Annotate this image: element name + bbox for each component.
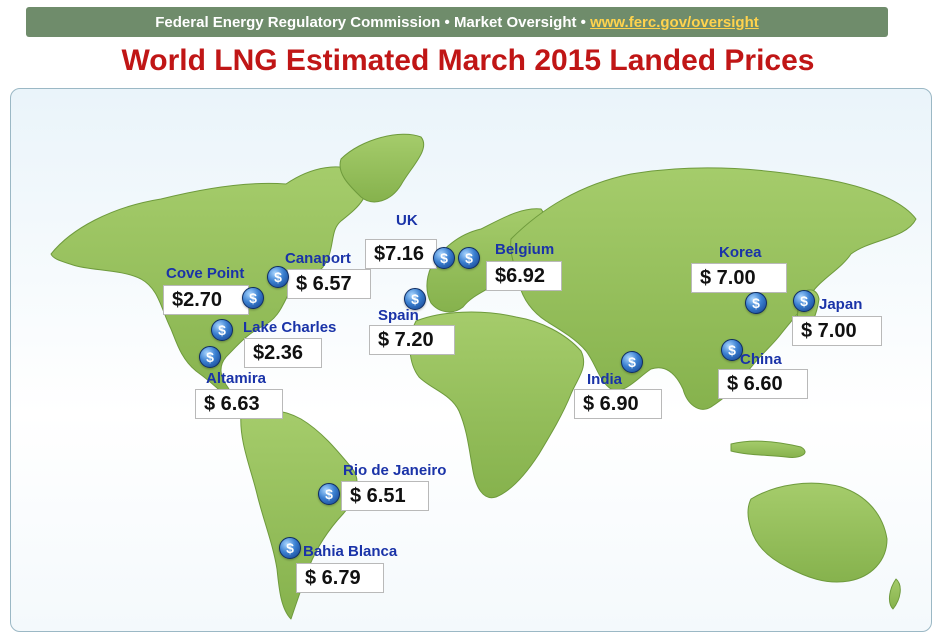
greenland-shape — [339, 133, 424, 203]
location-label-altamira: Altamira — [206, 370, 267, 387]
dollar-coin-icon: $ — [721, 339, 743, 361]
dollar-coin-icon: $ — [279, 537, 301, 559]
header-org: Federal Energy Regulatory Commission — [155, 13, 441, 31]
indonesia-shape — [730, 440, 806, 458]
dollar-coin-icon: $ — [621, 351, 643, 373]
africa-shape — [409, 311, 585, 499]
dollar-coin-icon: $ — [318, 483, 340, 505]
australia-shape — [747, 482, 888, 583]
header-banner: Federal Energy Regulatory Commission • M… — [26, 7, 888, 37]
price-box-china: $ 6.60 — [718, 369, 808, 399]
price-box-altamira: $ 6.63 — [195, 389, 283, 419]
location-label-spain: Spain — [378, 307, 419, 324]
location-label-india: India — [587, 371, 623, 388]
price-box-belgium: $6.92 — [486, 261, 562, 291]
dollar-coin-icon: $ — [267, 266, 289, 288]
price-box-india: $ 6.90 — [574, 389, 662, 419]
header-separator-2: • — [580, 13, 586, 31]
dollar-coin-icon: $ — [745, 292, 767, 314]
page-title: World LNG Estimated March 2015 Landed Pr… — [121, 44, 815, 77]
world-map: Cove Point $2.70 $ Canaport $ 6.57 $ $ L… — [10, 88, 932, 632]
location-label-canaport: Canaport — [285, 250, 351, 267]
location-label-bahia-blanca: Bahia Blanca — [303, 543, 398, 560]
dollar-coin-icon: $ — [793, 290, 815, 312]
location-label-cove-point: Cove Point — [166, 265, 245, 282]
dollar-coin-icon: $ — [458, 247, 480, 269]
location-label-lake-charles: Lake Charles — [243, 319, 337, 336]
new-zealand-shape — [888, 578, 901, 610]
location-label-korea: Korea — [719, 244, 762, 261]
dollar-coin-icon: $ — [433, 247, 455, 269]
dollar-coin-icon: $ — [404, 288, 426, 310]
header-separator: • — [444, 13, 450, 31]
price-box-japan: $ 7.00 — [792, 316, 882, 346]
price-box-canaport: $ 6.57 — [287, 269, 371, 299]
dollar-coin-icon: $ — [211, 319, 233, 341]
price-box-bahia-blanca: $ 6.79 — [296, 563, 384, 593]
header-link[interactable]: www.ferc.gov/oversight — [590, 13, 759, 31]
price-box-cove-point: $2.70 — [163, 285, 249, 315]
dollar-coin-icon: $ — [242, 287, 264, 309]
price-box-korea: $ 7.00 — [691, 263, 787, 293]
location-label-rio-de-janeiro: Rio de Janeiro — [343, 462, 447, 479]
location-label-uk: UK — [396, 212, 418, 229]
location-label-belgium: Belgium — [495, 241, 555, 258]
header-section: Market Oversight — [453, 13, 577, 31]
dollar-coin-icon: $ — [199, 346, 221, 368]
price-box-rio-de-janeiro: $ 6.51 — [341, 481, 429, 511]
price-box-spain: $ 7.20 — [369, 325, 455, 355]
price-box-lake-charles: $2.36 — [244, 338, 322, 368]
price-box-uk: $7.16 — [365, 239, 437, 269]
location-label-china: China — [740, 351, 782, 368]
world-landmass — [50, 133, 917, 620]
location-label-japan: Japan — [819, 296, 863, 313]
